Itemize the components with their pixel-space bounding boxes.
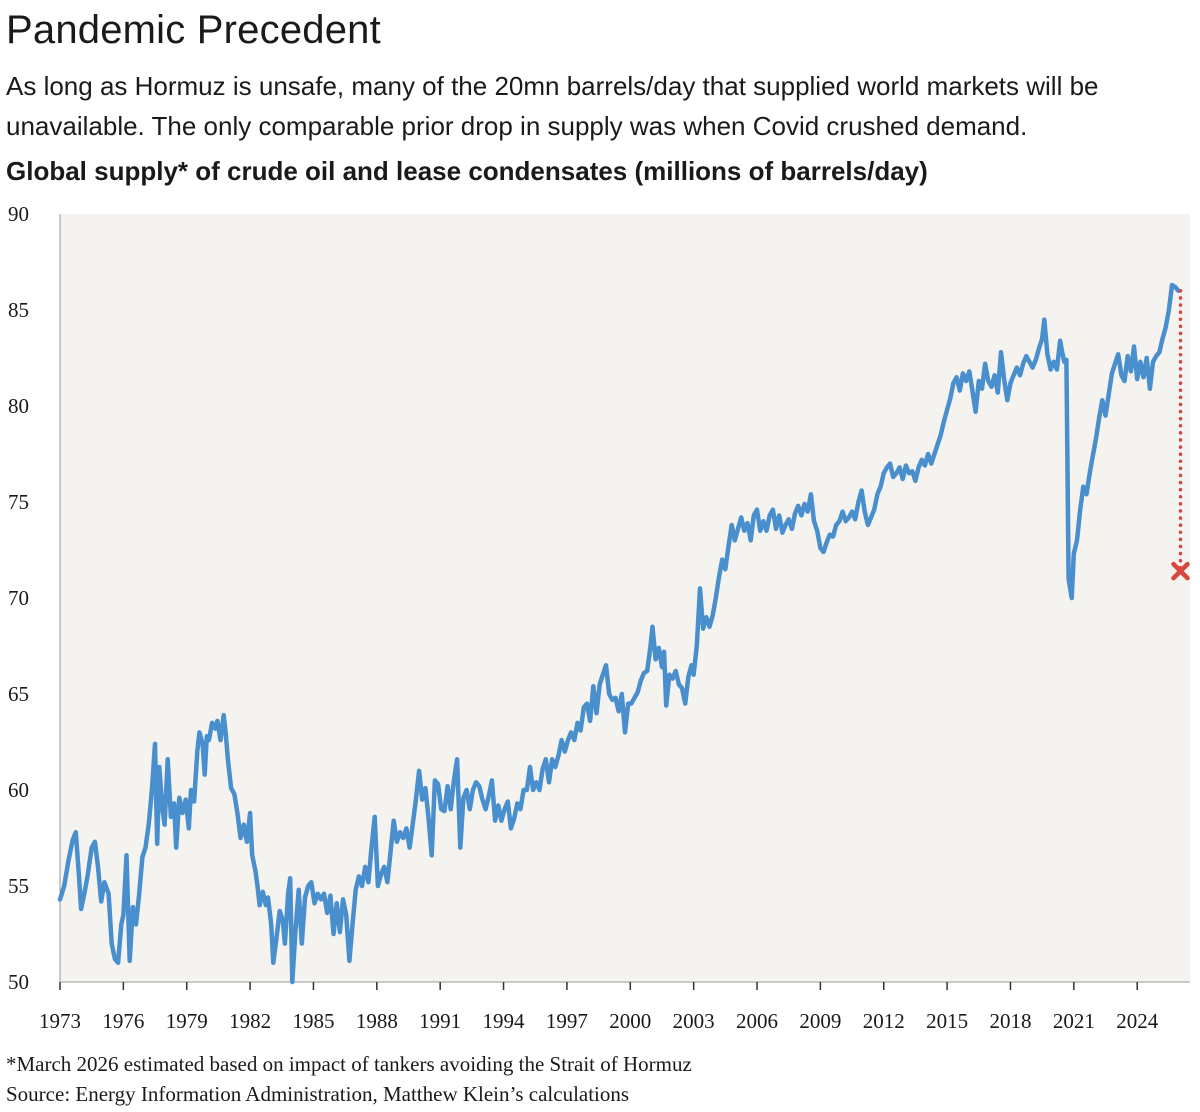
x-tick-label: 1994	[483, 1009, 526, 1033]
x-tick-label: 2018	[989, 1009, 1031, 1033]
x-tick-label: 1985	[292, 1009, 334, 1033]
x-tick-label: 2003	[673, 1009, 715, 1033]
x-tick-label: 2006	[736, 1009, 778, 1033]
estimate-marker	[1171, 561, 1190, 581]
y-tick-label: 50	[8, 970, 29, 994]
y-axis: 50 55 60 65 70 75 80 85 90	[8, 202, 61, 994]
chart-title: Global supply* of crude oil and lease co…	[6, 156, 928, 186]
x-tick-label: 1976	[102, 1009, 144, 1033]
x-tick-label: 1991	[419, 1009, 461, 1033]
y-tick-label: 65	[8, 682, 29, 706]
x-tick-label: 2015	[926, 1009, 968, 1033]
y-tick-label: 90	[8, 202, 29, 226]
y-tick-label: 85	[8, 298, 29, 322]
footnote: *March 2026 estimated based on impact of…	[6, 1052, 692, 1076]
source-note: Source: Energy Information Administratio…	[6, 1082, 630, 1106]
x-tick-label: 1973	[39, 1009, 81, 1033]
x-axis: 1973 1976 1979 1982 1985 1988 1991 1994 1997 2000…	[39, 981, 1190, 1033]
chart-subtitle: As long as Hormuz is unsafe, many of the…	[6, 71, 1099, 141]
supply-series-line	[57, 282, 1181, 985]
estimate-marker-stroke	[1171, 561, 1190, 581]
y-tick-label: 80	[8, 394, 29, 418]
plot-area	[60, 214, 1190, 982]
x-tick-label: 2000	[609, 1009, 651, 1033]
y-tick-label: 60	[8, 778, 29, 802]
x-tick-label: 1982	[229, 1009, 271, 1033]
x-tick-label: 2024	[1116, 1009, 1159, 1033]
y-tick-label: 55	[8, 874, 29, 898]
y-tick-label: 75	[8, 490, 29, 514]
x-tick-label: 2009	[799, 1009, 841, 1033]
series-layer	[57, 282, 1190, 985]
x-tick-label: 1979	[166, 1009, 208, 1033]
page-title: Pandemic Precedent	[6, 8, 381, 52]
y-tick-label: 70	[8, 586, 29, 610]
x-tick-label: 1988	[356, 1009, 398, 1033]
x-tick-label: 2021	[1053, 1009, 1095, 1033]
x-tick-label: 1997	[546, 1009, 588, 1033]
x-tick-label: 2012	[863, 1009, 905, 1033]
